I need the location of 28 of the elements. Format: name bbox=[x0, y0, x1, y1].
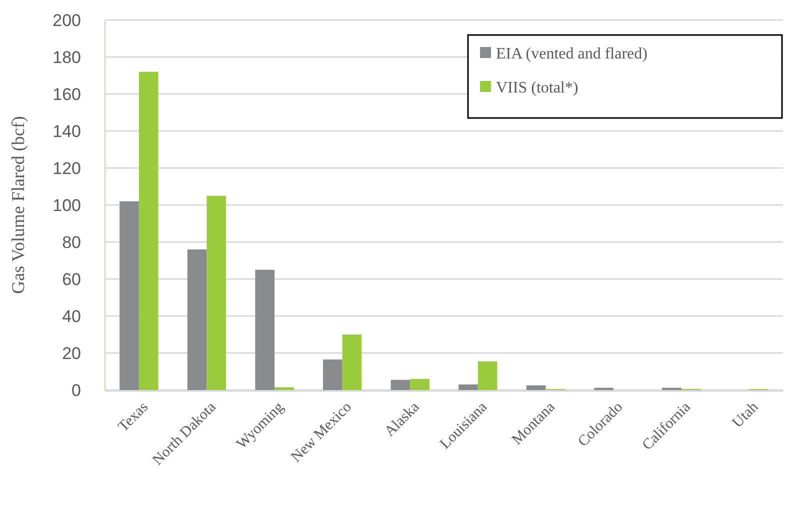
bar bbox=[458, 384, 478, 390]
y-tick-label: 40 bbox=[62, 306, 81, 326]
y-tick-label: 160 bbox=[52, 84, 81, 104]
y-tick-label: 120 bbox=[52, 158, 81, 178]
y-tick-label: 140 bbox=[52, 122, 81, 141]
legend-label: VIIS (total*) bbox=[496, 80, 578, 97]
y-tick-label: 80 bbox=[62, 232, 81, 252]
legend-label: EIA (vented and flared) bbox=[496, 46, 648, 63]
y-tick-label: 60 bbox=[62, 270, 81, 289]
bar bbox=[138, 72, 158, 390]
y-tick-label: 0 bbox=[72, 380, 81, 400]
y-tick-label: 180 bbox=[52, 48, 81, 67]
bar bbox=[322, 359, 342, 390]
bar bbox=[390, 380, 410, 390]
y-axis-title: Gas Volume Flared (bcf) bbox=[8, 116, 28, 294]
bar bbox=[478, 361, 498, 390]
y-tick-label: 100 bbox=[52, 196, 81, 215]
x-tick-label: Utah bbox=[730, 398, 762, 432]
y-tick-label: 200 bbox=[52, 10, 81, 30]
bar bbox=[187, 249, 207, 390]
bar bbox=[120, 201, 139, 390]
bar bbox=[274, 387, 294, 390]
bar bbox=[410, 378, 430, 390]
bar bbox=[206, 196, 226, 390]
bar bbox=[526, 385, 546, 390]
bar bbox=[255, 270, 274, 390]
y-tick-label: 20 bbox=[62, 344, 81, 363]
bar bbox=[342, 334, 362, 390]
